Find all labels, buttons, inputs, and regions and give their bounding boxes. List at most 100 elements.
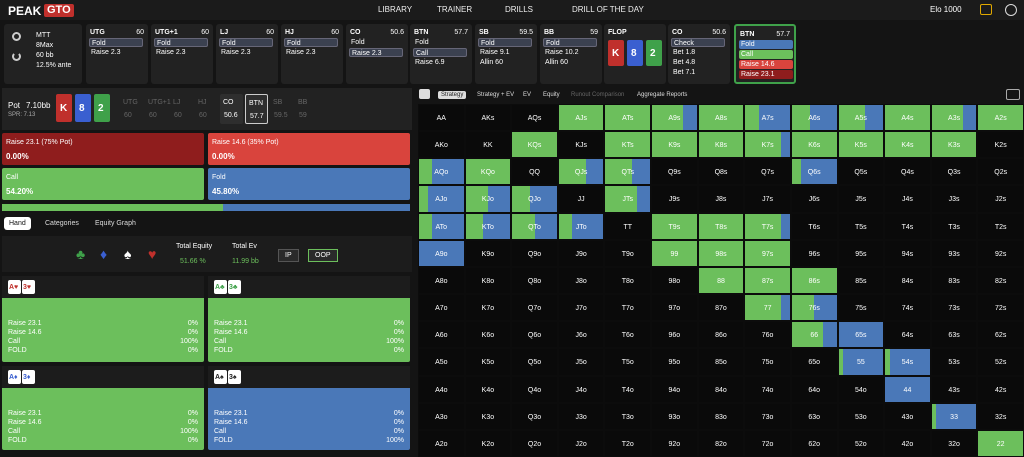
hand-cell[interactable]: K8o	[464, 266, 512, 295]
hand-cell[interactable]: J4s	[884, 185, 931, 213]
hand-cell[interactable]: Q2o	[511, 429, 558, 457]
hand-cell[interactable]: Q7o	[511, 294, 558, 322]
hand-cell[interactable]: 42s	[977, 375, 1024, 403]
hand-cell[interactable]: 77	[744, 294, 791, 322]
hand-cell[interactable]: 32o	[930, 429, 978, 457]
hand-cell[interactable]: 95o	[651, 348, 698, 376]
hand-cell[interactable]: AKs	[464, 104, 512, 132]
hand-cell[interactable]: 95s	[837, 239, 885, 267]
hand-cell[interactable]: 55	[837, 348, 885, 376]
grid-icon[interactable]	[419, 89, 430, 99]
hand-cell[interactable]: J7s	[744, 185, 791, 213]
action-panel[interactable]: BTN 57.7 Fold Call Raise 6.9	[410, 24, 472, 84]
hand-cell[interactable]: A5s	[837, 104, 885, 132]
action-line[interactable]: Raise 10.2	[545, 49, 579, 56]
hand-cell[interactable]: AJo	[418, 185, 465, 213]
hand-cell[interactable]: QJs	[557, 158, 605, 186]
hand-cell[interactable]: KTs	[604, 131, 652, 159]
hand-cell[interactable]: 76s	[790, 294, 838, 322]
action-line[interactable]: Bet 7.1	[673, 69, 696, 76]
hand-cell[interactable]: T7s	[744, 212, 791, 240]
hand-cell[interactable]: T2o	[604, 429, 652, 457]
hand-cell[interactable]: QTo	[511, 212, 558, 240]
hand-cell[interactable]: T9s	[651, 212, 698, 240]
hand-cell[interactable]: 85o	[697, 348, 745, 376]
action-line[interactable]: Fold	[89, 38, 143, 47]
hand-cell[interactable]: A6s	[790, 104, 838, 132]
action-line[interactable]: Call	[739, 50, 793, 59]
hand-cell[interactable]: Q2s	[977, 158, 1024, 186]
hand-cell[interactable]: QJo	[511, 185, 558, 213]
hand-cell[interactable]: KTo	[464, 212, 512, 240]
action-panel[interactable]: LJ 60 Fold Raise 2.3	[216, 24, 278, 84]
hand-cell[interactable]: 84s	[884, 266, 931, 295]
hand-cell[interactable]: 97o	[651, 294, 698, 322]
hand-cell[interactable]: K3o	[464, 402, 512, 430]
hand-cell[interactable]: 75o	[744, 348, 791, 376]
grid-tab[interactable]: Strategy	[438, 91, 467, 99]
hand-cell[interactable]: Q6o	[511, 321, 558, 349]
hand-cell[interactable]: 22	[977, 429, 1024, 457]
suit-filter[interactable]: ♦	[100, 246, 108, 262]
action-line[interactable]: Fold	[415, 39, 429, 46]
hand-cell[interactable]: T8o	[604, 266, 652, 295]
hand-cell[interactable]: 52s	[977, 348, 1024, 376]
hand-cell[interactable]: J6s	[790, 185, 838, 213]
hand-cell[interactable]: 88	[697, 266, 745, 295]
hand-cell[interactable]: 73o	[744, 402, 791, 430]
hand-cell[interactable]: Q4o	[511, 375, 558, 403]
hand-cell[interactable]: A7o	[418, 294, 465, 322]
hand-cell[interactable]: J9o	[557, 239, 605, 267]
tab[interactable]: Categories	[45, 220, 79, 227]
hand-cell[interactable]: T6s	[790, 212, 838, 240]
hand-cell[interactable]: T8s	[697, 212, 745, 240]
grid-tab[interactable]: Runout Comparison	[571, 92, 625, 98]
nav-item[interactable]: DRILLS	[505, 5, 534, 14]
action-line[interactable]: Fold	[154, 38, 208, 47]
hand-cell[interactable]: JJ	[557, 185, 605, 213]
hand-cell[interactable]: T3o	[604, 402, 652, 430]
action-line[interactable]: Fold	[739, 40, 793, 49]
hand-cell[interactable]: 65s	[837, 321, 885, 349]
hand-cell[interactable]: T4s	[884, 212, 931, 240]
hand-cell[interactable]: 62s	[977, 321, 1024, 349]
hand-cell[interactable]: QQ	[511, 158, 558, 186]
hand-cell[interactable]: Q3s	[930, 158, 978, 186]
hand-cell[interactable]: J2s	[977, 185, 1024, 213]
hand-cell[interactable]: A3o	[418, 402, 465, 430]
action-panel[interactable]: CO 50.6 Check Bet 1.8 Bet 4.8 Bet 7.1	[668, 24, 730, 84]
hand-cell[interactable]: J9s	[651, 185, 698, 213]
hand-cell[interactable]: KJs	[557, 131, 605, 159]
hand-cell[interactable]: 43o	[884, 402, 931, 430]
hand-cell[interactable]: ATo	[418, 212, 465, 240]
hand-cell[interactable]: K2o	[464, 429, 512, 457]
hand-cell[interactable]: J8o	[557, 266, 605, 295]
action-line[interactable]: Raise 6.9	[415, 59, 445, 66]
hand-cell[interactable]: 43s	[930, 375, 978, 403]
hand-cell[interactable]: J7o	[557, 294, 605, 322]
hand-cell[interactable]: A9o	[418, 239, 465, 267]
tab[interactable]: Hand	[4, 217, 31, 230]
hand-cell[interactable]: 42o	[884, 429, 931, 457]
hand-cell[interactable]: A8o	[418, 266, 465, 295]
hand-cell[interactable]: KJo	[464, 185, 512, 213]
hand-cell[interactable]: 76o	[744, 321, 791, 349]
hand-cell[interactable]: 53s	[930, 348, 978, 376]
hand-cell[interactable]: 94s	[884, 239, 931, 267]
hand-cell[interactable]: Q7s	[744, 158, 791, 186]
hand-cell[interactable]: 63s	[930, 321, 978, 349]
action-line[interactable]: Allin 60	[545, 59, 568, 66]
hand-cell[interactable]: 96s	[790, 239, 838, 267]
hand-cell[interactable]: 92o	[651, 429, 698, 457]
hand-cell[interactable]: A3s	[930, 104, 978, 132]
hand-cell[interactable]: A9s	[651, 104, 698, 132]
action-line[interactable]: Raise 9.1	[480, 49, 510, 56]
hand-cell[interactable]: K7o	[464, 294, 512, 322]
hand-cell[interactable]: 52o	[837, 429, 885, 457]
hand-cell[interactable]: 72s	[977, 294, 1024, 322]
hand-cell[interactable]: K5s	[837, 131, 885, 159]
action-panel[interactable]: BTN 57.7 Fold Call Raise 14.6 Raise 23.1	[734, 24, 796, 84]
hand-cell[interactable]: K5o	[464, 348, 512, 376]
hand-cell[interactable]: 86o	[697, 321, 745, 349]
grid-tab[interactable]: Equity	[543, 92, 560, 98]
